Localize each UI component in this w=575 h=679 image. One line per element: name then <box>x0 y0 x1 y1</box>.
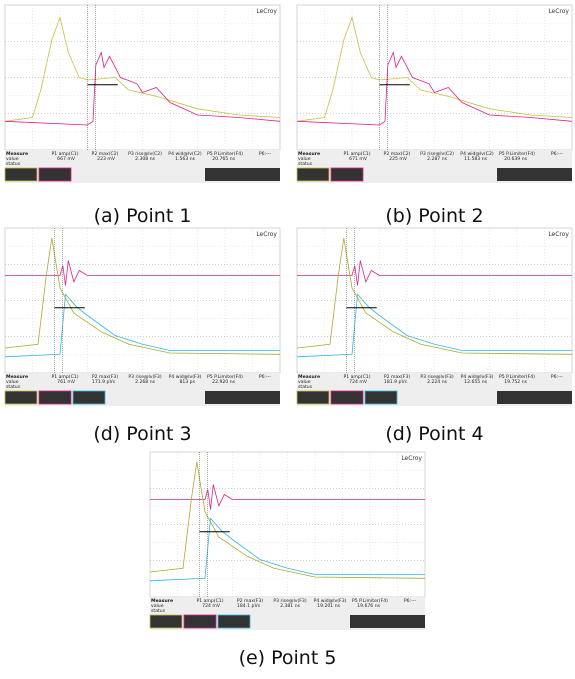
figure: LeCroyMeasurevaluestatusP1 amp(C1)667 mV… <box>0 0 575 679</box>
param-value: 19.201 ns <box>317 603 340 609</box>
timebase-box <box>205 391 280 404</box>
timebase-box <box>350 615 425 628</box>
channel-box <box>5 391 37 404</box>
param-value: 2.381 ns <box>280 603 301 609</box>
channel-box <box>150 615 182 628</box>
param-value: 19.752 ns <box>504 379 527 385</box>
param-value: 2.268 ns <box>135 379 156 385</box>
panel-caption: (a) Point 1 <box>94 205 192 227</box>
channel-box <box>218 615 250 628</box>
param-value: 11.583 ns <box>464 156 487 162</box>
param-name: P6:--- <box>259 151 272 157</box>
timebase-box <box>497 391 572 404</box>
param-value: 761 mV <box>57 379 76 385</box>
measure-label: status <box>151 608 166 614</box>
param-value: 2.287 ns <box>427 156 448 162</box>
channel-box <box>331 168 363 181</box>
measure-label: status <box>298 161 313 167</box>
param-value: 20.639 ns <box>504 156 527 162</box>
param-value: 181.9 pVs <box>384 379 408 385</box>
measure-label: status <box>6 161 21 167</box>
param-value: 724 mV <box>349 379 368 385</box>
panel-caption: (b) Point 2 <box>385 205 483 227</box>
param-value: 2.308 ns <box>135 156 156 162</box>
channel-box <box>297 168 329 181</box>
timebase-box <box>497 168 572 181</box>
param-value: 667 mV <box>57 156 76 162</box>
param-value: 223 mV <box>97 156 116 162</box>
brand-label: LeCroy <box>256 231 277 238</box>
param-value: 724 mV <box>202 603 221 609</box>
channel-box <box>297 391 329 404</box>
param-value: 184.1 pVs <box>237 603 261 609</box>
param-name: P6:--- <box>404 598 417 604</box>
param-name: P6:--- <box>551 151 564 157</box>
channel-box <box>184 615 216 628</box>
brand-label: LeCroy <box>401 455 422 462</box>
channel-box <box>73 391 105 404</box>
param-value: 813 ps <box>179 379 195 385</box>
brand-label: LeCroy <box>548 8 569 15</box>
param-value: 19.676 ns <box>357 603 380 609</box>
param-value: 12.655 ns <box>464 379 487 385</box>
param-value: 22.920 ns <box>212 379 235 385</box>
param-value: 225 mV <box>389 156 408 162</box>
param-name: P6:--- <box>551 374 564 380</box>
param-value: 171.9 pVs <box>92 379 116 385</box>
param-value: 2.224 ns <box>427 379 448 385</box>
param-value: 1.563 ns <box>175 156 196 162</box>
channel-box <box>39 391 71 404</box>
panel-caption: (d) Point 4 <box>385 423 483 445</box>
param-value: 671 mV <box>349 156 368 162</box>
channel-box <box>5 168 37 181</box>
brand-label: LeCroy <box>548 231 569 238</box>
param-value: 20.765 ns <box>212 156 235 162</box>
panel-caption: (e) Point 5 <box>239 647 337 669</box>
channel-box <box>331 391 363 404</box>
timebase-box <box>205 168 280 181</box>
panel-caption: (d) Point 3 <box>93 423 191 445</box>
channel-box <box>365 391 397 404</box>
channel-box <box>39 168 71 181</box>
measure-label: status <box>298 384 313 390</box>
measure-label: status <box>6 384 21 390</box>
brand-label: LeCroy <box>256 8 277 15</box>
param-name: P6:--- <box>259 374 272 380</box>
